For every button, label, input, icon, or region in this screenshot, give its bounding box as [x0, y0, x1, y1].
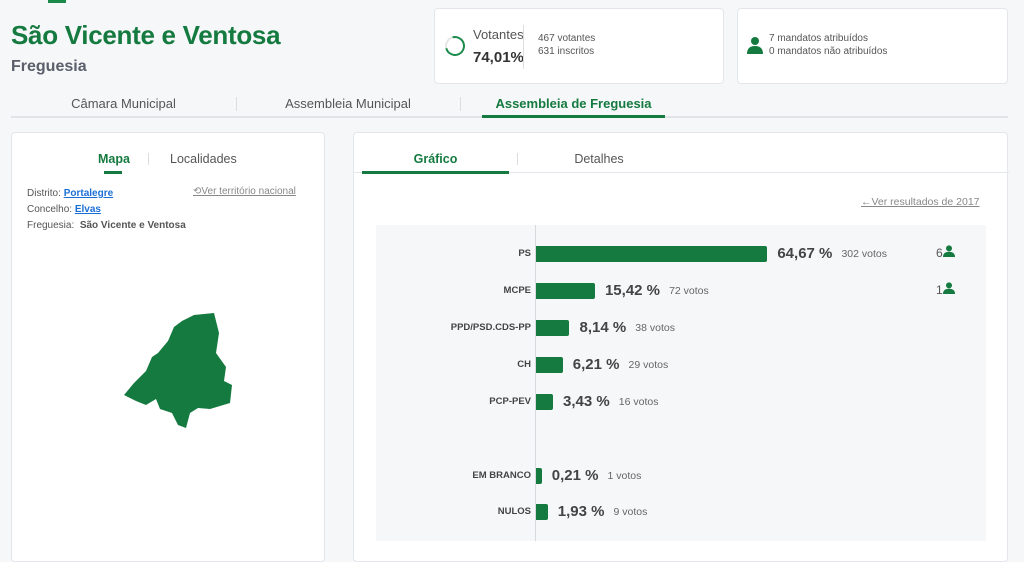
page-subtitle: Freguesia [11, 58, 87, 75]
turnout-card: Votantes 74,01% 467 votantes 631 inscrit… [434, 8, 724, 84]
bar-value-label: 3,43 % [563, 393, 610, 410]
election-tabs: Câmara Municipal Assembleia Municipal As… [11, 92, 1008, 118]
bar-value-label: 8,14 % [579, 319, 627, 336]
freguesia-label: Freguesia: [27, 220, 75, 231]
votes-label: 302 votos [841, 248, 887, 260]
concelho-label: Concelho: [27, 204, 73, 215]
bar [536, 504, 548, 520]
votes-label: 29 votos [628, 359, 669, 371]
seat-count: 6 [936, 245, 955, 260]
location-info: Distrito: Portalegre Concelho: Elvas Fre… [27, 186, 186, 234]
bar-label: PCP-PEV [489, 396, 531, 407]
votes-label: 1 votos [607, 470, 642, 482]
active-tab-indicator [104, 171, 122, 174]
bar-value-label: 0,21 % [551, 467, 599, 484]
turnout-ring-icon [441, 32, 469, 60]
active-tab-indicator [362, 171, 509, 174]
bar-label: NULOS [497, 506, 531, 517]
votes-label: 38 votos [635, 322, 675, 334]
divider [523, 25, 524, 69]
bar [536, 394, 553, 410]
bar-label: PS [518, 248, 531, 259]
active-tab-indicator [482, 115, 665, 118]
mandates-assigned: 7 mandatos atribuídos [769, 33, 868, 44]
votes-label: 72 votos [669, 285, 709, 297]
map-panel: Mapa Localidades Distrito: Portalegre Co… [11, 132, 325, 562]
bar-label: MCPE [503, 285, 531, 296]
concelho-link[interactable]: Elvas [74, 204, 101, 215]
bar [536, 283, 595, 299]
divider [236, 97, 237, 111]
national-territory-label: Ver território nacional [201, 186, 296, 197]
bar [536, 357, 563, 373]
parish-map[interactable] [122, 313, 234, 428]
turnout-percent: 74,01% [473, 49, 524, 66]
previous-results-link[interactable]: ←Ver resultados de 2017 [861, 196, 980, 208]
seat-number: 1 [936, 283, 943, 297]
mandates-card: 7 mandatos atribuídos 0 mandatos não atr… [737, 8, 1008, 84]
arrow-left-icon: ← [861, 196, 872, 208]
top-indicator [48, 0, 66, 3]
bar-value-label: 64,67 % [777, 245, 833, 262]
chart-axis [535, 225, 536, 541]
bar [536, 320, 570, 336]
bar-label: CH [517, 359, 531, 370]
person-icon [747, 37, 763, 54]
tab-detalhes[interactable]: Detalhes [574, 152, 624, 166]
bar-label: EM BRANCO [472, 470, 531, 481]
tab-assembleia-municipal[interactable]: Assembleia Municipal [285, 96, 411, 111]
bar-value-label: 6,21 % [572, 356, 620, 373]
mandates-unassigned: 0 mandatos não atribuídos [769, 46, 888, 57]
tab-localidades[interactable]: Localidades [170, 152, 237, 166]
seat-count: 1 [936, 282, 955, 297]
votes-label: 16 votos [618, 396, 659, 408]
seat-number: 6 [936, 246, 943, 260]
national-territory-link[interactable]: ⟲Ver território nacional [193, 186, 296, 197]
results-chart: PS 64,67 % 302 votos 6 MCPE 15,42 % 72 votos 1 P… [376, 225, 986, 541]
distrito-label: Distrito: [27, 188, 61, 199]
distrito-link[interactable]: Portalegre [63, 188, 114, 199]
divider [517, 153, 518, 165]
bar [536, 246, 768, 262]
person-icon [942, 282, 955, 297]
turnout-label: Votantes [473, 27, 524, 42]
bar [536, 468, 542, 484]
divider [148, 153, 149, 165]
tab-mapa[interactable]: Mapa [98, 152, 130, 166]
previous-results-label: Ver resultados de 2017 [871, 196, 980, 208]
bar-label: PPD/PSD.CDS-PP [450, 322, 531, 333]
registered-count: 631 inscritos [538, 46, 595, 57]
votes-label: 9 votos [613, 506, 648, 518]
voters-count: 467 votantes [538, 33, 596, 44]
freguesia-value: São Vicente e Ventosa [79, 220, 186, 231]
bar-value-label: 1,93 % [557, 503, 605, 520]
divider [460, 97, 461, 111]
tab-camara-municipal[interactable]: Câmara Municipal [71, 96, 176, 111]
tab-grafico[interactable]: Gráfico [413, 152, 458, 166]
results-panel: Gráfico Detalhes ←Ver resultados de 2017… [353, 132, 1009, 562]
person-icon [942, 245, 955, 260]
page-title: São Vicente e Ventosa [11, 20, 281, 50]
undo-icon: ⟲ [193, 186, 202, 197]
tab-assembleia-freguesia[interactable]: Assembleia de Freguesia [495, 96, 652, 111]
bar-value-label: 15,42 % [604, 282, 661, 299]
divider [354, 172, 1009, 173]
